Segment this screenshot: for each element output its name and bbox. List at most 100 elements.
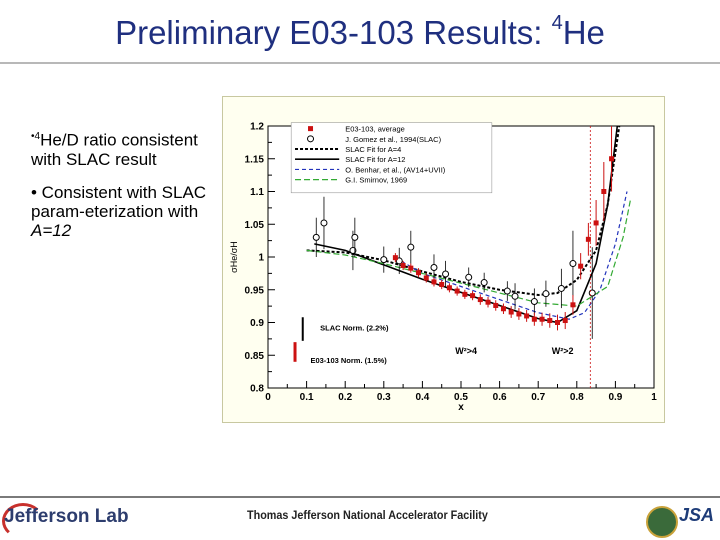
gomez-data-point xyxy=(349,246,357,254)
y-tick-label: 1.1 xyxy=(250,187,264,198)
e03-data-point xyxy=(500,306,506,312)
title-divider xyxy=(0,62,720,64)
e03-data-point xyxy=(400,263,406,269)
bullet-1-prefix: • xyxy=(31,131,35,142)
bullet-1-text: He/D ratio consistent with SLAC result xyxy=(31,130,198,169)
legend-box xyxy=(290,122,493,194)
e03-data-point xyxy=(524,313,530,319)
e03-data-point xyxy=(485,299,491,305)
e03-data-point xyxy=(531,316,537,322)
e03-data-point xyxy=(508,309,514,315)
gomez-data-point xyxy=(557,284,565,292)
gomez-data-point xyxy=(442,270,450,278)
x-tick-label: 0.2 xyxy=(338,392,352,403)
x-tick-label: 0.3 xyxy=(377,392,391,403)
e03-data-point xyxy=(570,302,576,308)
curve-slac-fit-for-a-4 xyxy=(306,125,621,297)
jefferson-lab-logo: Jefferson Lab xyxy=(4,506,129,527)
x-tick-label: 0.9 xyxy=(608,392,622,403)
gomez-data-point xyxy=(320,219,328,227)
curve-g-i-smirnov-1969 xyxy=(306,197,632,307)
e03-data-point xyxy=(593,220,599,226)
title-tail: He xyxy=(562,14,605,51)
e03-data-point xyxy=(516,311,522,317)
gomez-data-point xyxy=(542,290,550,298)
x-tick-label: 0.5 xyxy=(454,392,468,403)
gomez-data-point xyxy=(569,260,577,268)
gomez-data-point xyxy=(407,243,415,251)
y-tick-label: 0.9 xyxy=(250,318,264,329)
bullet-1-superscript: 4 xyxy=(34,131,41,142)
gomez-data-point xyxy=(588,289,596,297)
slac-norm-label: SLAC Norm. (2.2%) xyxy=(320,323,389,332)
e03-data-point xyxy=(493,302,499,308)
title-superscript: 4 xyxy=(551,12,563,34)
bullet-2-italic: A=12 xyxy=(31,220,72,240)
e03-data-point xyxy=(562,318,568,324)
gomez-data-point xyxy=(530,298,538,306)
bullet-2: • Consistent with SLAC param-eterization… xyxy=(31,183,211,240)
e03-data-point xyxy=(609,156,615,162)
x-tick-label: 0 xyxy=(265,392,271,403)
legend-entry: O. Benhar, et al., (AV14+UVII) xyxy=(345,165,446,174)
y-tick-label: 0.8 xyxy=(250,384,264,395)
e03-data-point xyxy=(416,270,422,276)
bullet-2-text: • Consistent with SLAC param-eterization… xyxy=(31,182,207,221)
e03-data-point xyxy=(539,316,545,322)
chart-frame: 0.8 0.85 0.9 0.95 1 1.05 1.1 1.15 1.2 0 0.1 0.2 0.3… xyxy=(222,96,665,423)
title-main: Preliminary E03-103 Results: xyxy=(115,14,552,51)
y-axis-label: σHe/σH xyxy=(229,241,239,273)
e03-data-point xyxy=(547,318,553,324)
e03-data-point xyxy=(423,275,429,281)
e03-data-point xyxy=(477,297,483,303)
e03-data-point xyxy=(439,282,445,288)
gomez-data-point xyxy=(503,287,511,295)
w2-2-label: W²>2 xyxy=(552,346,574,356)
y-tick-label: 0.95 xyxy=(245,285,265,296)
x-tick-label: 0.7 xyxy=(531,392,545,403)
y-tick-label: 1.2 xyxy=(250,122,264,133)
e03-data-point xyxy=(454,288,460,294)
legend-entry: J. Gomez et al., 1994(SLAC) xyxy=(345,135,441,144)
e03-data-point xyxy=(555,320,560,325)
x-tick-label: 1 xyxy=(651,392,657,403)
gomez-data-point xyxy=(351,233,359,241)
e03-data-point xyxy=(462,291,468,297)
legend-entry: SLAC Fit for A=12 xyxy=(345,155,405,164)
legend-entry: G.I. Smirnov, 1969 xyxy=(345,176,407,185)
bullet-list: •4He/D ratio consistent with SLAC result… xyxy=(31,127,211,254)
y-tick-label: 1 xyxy=(258,253,264,264)
legend-swatch-e03 xyxy=(308,126,314,132)
e03-data-point xyxy=(578,263,584,269)
gomez-data-point xyxy=(480,279,488,287)
e03-data-point xyxy=(446,285,452,291)
y-tick-label: 0.85 xyxy=(245,351,265,362)
x-tick-label: 0.8 xyxy=(570,392,584,403)
bullet-1: •4He/D ratio consistent with SLAC result xyxy=(31,127,211,169)
e03-data-point xyxy=(408,265,414,271)
doe-seal-icon xyxy=(646,506,678,538)
x-axis-label: x xyxy=(458,402,464,413)
jefferson-lab-arc-icon xyxy=(2,503,44,539)
e03-data-point xyxy=(431,279,437,285)
gomez-data-point xyxy=(312,233,320,241)
w2-4-label: W²>4 xyxy=(455,346,477,356)
e03-data-point xyxy=(601,189,607,194)
ratio-chart: 0.8 0.85 0.9 0.95 1 1.05 1.1 1.15 1.2 0 0.1 0.2 0.3… xyxy=(229,122,657,414)
footer-divider xyxy=(0,496,720,498)
slide-title: Preliminary E03-103 Results: 4He xyxy=(0,12,720,52)
y-tick-label: 1.05 xyxy=(245,220,265,231)
e03-data-point xyxy=(585,236,591,242)
legend-entry: SLAC Fit for A=4 xyxy=(345,145,401,154)
y-tick-label: 1.15 xyxy=(245,154,265,165)
footer-text: Thomas Jefferson National Accelerator Fa… xyxy=(247,508,488,522)
x-tick-label: 0.4 xyxy=(415,392,429,403)
gomez-data-point xyxy=(430,263,438,271)
legend-entry: E03-103, average xyxy=(345,125,405,134)
jsa-logo: JSA xyxy=(679,505,715,525)
gomez-data-point xyxy=(511,292,519,300)
e03-data-point xyxy=(470,293,476,299)
gomez-data-point xyxy=(465,273,473,281)
e03-norm-label: E03-103 Norm. (1.5%) xyxy=(310,356,387,365)
x-tick-label: 0.6 xyxy=(493,392,507,403)
